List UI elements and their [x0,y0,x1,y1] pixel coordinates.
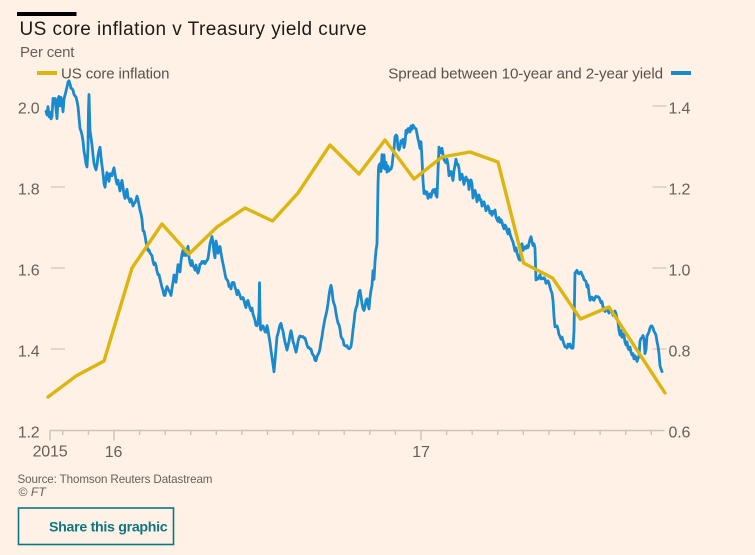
svg-text:1.4: 1.4 [18,343,40,360]
svg-text:2015: 2015 [33,444,68,461]
svg-text:US core inflation v Treasury y: US core inflation v Treasury yield curve [20,19,367,40]
svg-text:0.8: 0.8 [669,343,691,360]
svg-text:1.0: 1.0 [669,262,691,279]
svg-text:0.6: 0.6 [669,424,691,441]
svg-text:Spread between 10-year and 2-y: Spread between 10-year and 2-year yield [388,66,663,83]
svg-text:© FT: © FT [19,485,48,499]
svg-text:2.0: 2.0 [18,100,40,117]
svg-text:1.4: 1.4 [669,100,691,117]
svg-text:1.2: 1.2 [18,424,40,441]
svg-text:1.2: 1.2 [669,181,691,198]
svg-text:US core inflation: US core inflation [61,66,169,83]
svg-text:Share this graphic: Share this graphic [49,520,168,536]
svg-text:1.8: 1.8 [18,181,40,198]
svg-text:16: 16 [105,444,123,461]
svg-text:Source: Thomson Reuters Datast: Source: Thomson Reuters Datastream [18,473,213,486]
svg-text:17: 17 [412,444,430,461]
svg-text:1.6: 1.6 [18,262,40,279]
svg-text:Per cent: Per cent [20,44,75,61]
